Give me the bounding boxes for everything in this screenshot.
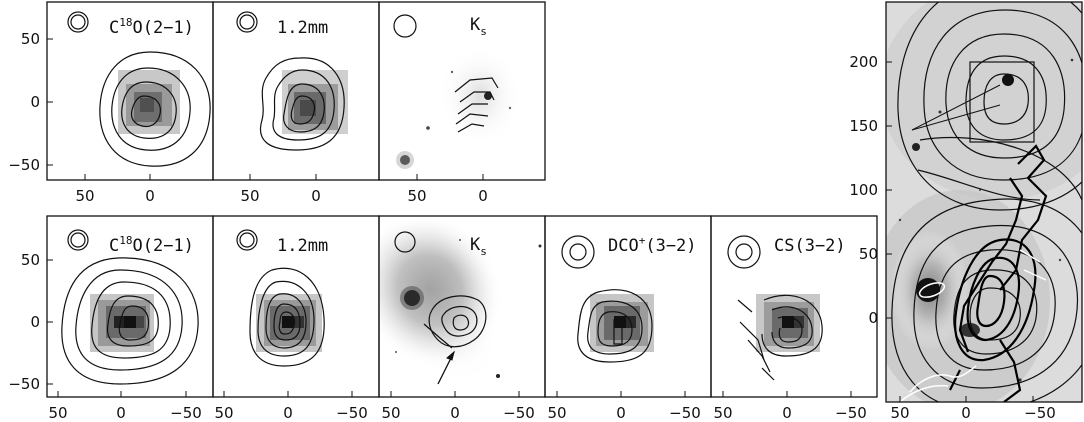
- tick-label: 150: [849, 117, 878, 135]
- tick-label: 0: [782, 404, 792, 422]
- tick-label: −50: [170, 404, 202, 422]
- bottom-row-ticks: [47, 259, 852, 397]
- tick-label: 50: [21, 30, 40, 48]
- tick-label: 0: [145, 187, 155, 205]
- tick-label: 200: [849, 53, 878, 71]
- tick-label: −50: [1024, 404, 1056, 422]
- panel-label: C18O(2−1): [109, 16, 194, 38]
- grayscale-pixels: [282, 70, 348, 134]
- top-y-tick-labels: 50 0 −50: [8, 30, 40, 174]
- tick-label: 50: [381, 404, 400, 422]
- tick-label: −50: [8, 156, 40, 174]
- tick-label: 0: [283, 404, 293, 422]
- panel-label: Ks: [470, 15, 487, 38]
- tick-label: 50: [214, 404, 233, 422]
- grayscale-pixels: [256, 294, 322, 352]
- contours: [454, 77, 499, 133]
- tick-label: 50: [75, 187, 94, 205]
- right-x-tick-labels: 50 0 −50: [890, 404, 1055, 422]
- tick-label: 50: [859, 245, 878, 263]
- beam-icon: [67, 229, 89, 251]
- thin-contours: [891, 2, 1082, 402]
- panel-frame-large-map: [885, 1, 1083, 403]
- panel-label: DCO+(3−2): [608, 234, 697, 256]
- panel-bot-cs: CS(3−2): [710, 215, 878, 398]
- nir-image: [396, 46, 522, 169]
- panel-label: 1.2mm: [277, 18, 328, 38]
- tick-label: 0: [616, 404, 626, 422]
- tick-label: 0: [868, 309, 878, 327]
- tick-label: −50: [336, 404, 368, 422]
- panel-label: C18O(2−1): [109, 234, 194, 256]
- nir-image: [379, 216, 542, 384]
- panel-top-c18o: C18O(2−1): [46, 1, 214, 181]
- beam-icon: [393, 14, 417, 38]
- beam-icon: [394, 231, 416, 253]
- tick-label: −50: [669, 404, 701, 422]
- panel-top-ks: Ks: [393, 14, 522, 169]
- beam-icon: [236, 11, 258, 33]
- contours: [249, 267, 325, 367]
- contours: [260, 57, 345, 151]
- beam-icon: [236, 229, 258, 251]
- tick-label: 50: [890, 404, 909, 422]
- tick-label: 0: [478, 187, 488, 205]
- tick-label: −50: [503, 404, 535, 422]
- tick-label: 0: [961, 404, 971, 422]
- tick-label: 0: [30, 313, 40, 331]
- panel-top-12mm: 1.2mm: [212, 1, 380, 181]
- tick-label: 50: [21, 251, 40, 269]
- panel-frame-top-ks: [378, 1, 546, 181]
- tick-label: 50: [547, 404, 566, 422]
- tick-label: −50: [8, 375, 40, 393]
- panel-bot-c18o: C18O(2−1): [46, 215, 214, 398]
- contours: [61, 257, 199, 385]
- tick-label: 100: [849, 181, 878, 199]
- tick-label: 50: [48, 404, 67, 422]
- tick-label: 50: [407, 187, 426, 205]
- contours: [423, 295, 487, 349]
- top-row-ticks: [47, 38, 484, 180]
- panel-label: Ks: [470, 235, 487, 258]
- beam-icon: [727, 235, 761, 269]
- contours: [737, 294, 823, 381]
- right-panel-ticks: [886, 61, 1034, 402]
- grayscale-pixels: [118, 70, 180, 134]
- panel-bot-12mm: 1.2mm: [212, 215, 380, 398]
- bottom-x-tick-labels: 50 0 −50 50 0 −50 50 0 −50 50 0 −50 50 0…: [48, 404, 866, 422]
- panel-bot-ks: Ks: [379, 216, 542, 385]
- white-contours: [899, 249, 1047, 402]
- beam-icon: [561, 235, 595, 269]
- tick-label: 0: [311, 187, 321, 205]
- contours: [99, 51, 211, 167]
- tick-label: −50: [835, 404, 867, 422]
- panel-large-map: [886, 2, 1082, 402]
- panel-frame: [710, 215, 878, 398]
- tick-label: 0: [116, 404, 126, 422]
- tick-label: 0: [30, 93, 40, 111]
- panel-bot-dco: DCO+(3−2): [544, 215, 712, 398]
- tick-label: 0: [450, 404, 460, 422]
- arrow-marker: [437, 350, 455, 385]
- bottom-y-tick-labels: 50 0 −50: [8, 251, 40, 393]
- inset-box: [969, 61, 1035, 143]
- contours: [577, 289, 653, 363]
- tick-label: 50: [240, 187, 259, 205]
- top-x-tick-labels: 50 0 50 0 50 0: [75, 187, 487, 205]
- tick-label: 50: [713, 404, 732, 422]
- panel-label: 1.2mm: [277, 236, 328, 256]
- right-y-tick-labels: 200 150 100 50 0: [849, 53, 878, 327]
- beam-icon: [67, 11, 89, 33]
- panel-label: CS(3−2): [774, 236, 846, 256]
- grayscale-pixels: [90, 294, 154, 352]
- thick-contours: [949, 144, 1048, 402]
